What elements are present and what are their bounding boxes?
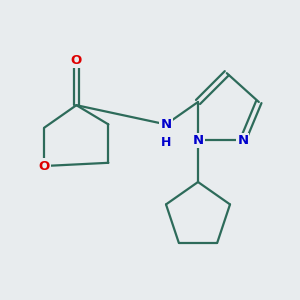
Text: N: N xyxy=(160,118,172,131)
Text: O: O xyxy=(71,54,82,67)
Text: N: N xyxy=(237,134,248,147)
Text: O: O xyxy=(39,160,50,172)
Text: H: H xyxy=(161,136,171,149)
Text: N: N xyxy=(192,134,204,147)
